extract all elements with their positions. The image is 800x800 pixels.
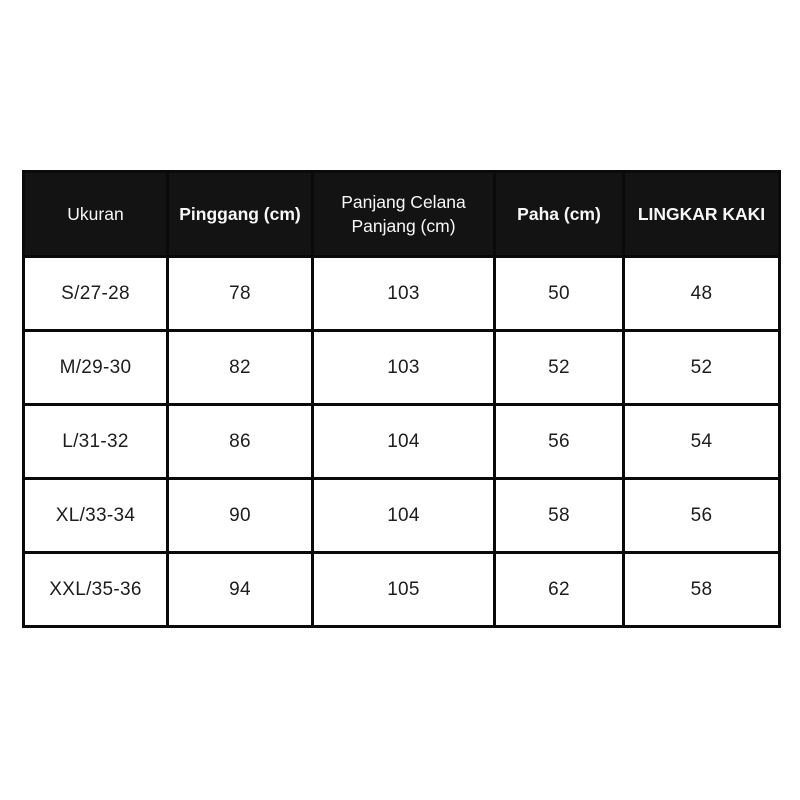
table-row: XXL/35-36 94 105 62 58 [22,551,781,628]
table-row: S/27-28 78 103 50 48 [22,255,781,332]
table-cell: 104 [311,403,496,480]
table-cell: XXL/35-36 [22,551,169,628]
table-cell: 56 [493,403,625,480]
table-row: M/29-30 82 103 52 52 [22,329,781,406]
table-cell: XL/33-34 [22,477,169,554]
table-cell: 56 [622,477,781,554]
table-cell: 62 [493,551,625,628]
table-row: L/31-32 86 104 56 54 [22,403,781,480]
table-cell: 103 [311,329,496,406]
table-cell: 50 [493,255,625,332]
table-cell: L/31-32 [22,403,169,480]
table-cell: 104 [311,477,496,554]
size-chart: Ukuran Pinggang (cm) Panjang Celana Panj… [22,170,781,628]
table-cell: 103 [311,255,496,332]
table-cell: 52 [493,329,625,406]
table-cell: 86 [166,403,314,480]
table-cell: 82 [166,329,314,406]
table-cell: 58 [493,477,625,554]
table-cell: 58 [622,551,781,628]
table-cell: 90 [166,477,314,554]
table-cell: 78 [166,255,314,332]
header-cell-ukuran: Ukuran [22,170,169,258]
table-cell: M/29-30 [22,329,169,406]
header-cell-panjang-celana: Panjang Celana Panjang (cm) [311,170,496,258]
table-row: XL/33-34 90 104 58 56 [22,477,781,554]
header-cell-paha: Paha (cm) [493,170,625,258]
table-cell: 94 [166,551,314,628]
table-cell: 52 [622,329,781,406]
table-cell: S/27-28 [22,255,169,332]
header-row: Ukuran Pinggang (cm) Panjang Celana Panj… [22,170,781,258]
header-cell-lingkar-kaki: LINGKAR KAKI [622,170,781,258]
table-cell: 105 [311,551,496,628]
header-cell-pinggang: Pinggang (cm) [166,170,314,258]
size-table-body: S/27-28 78 103 50 48 M/29-30 82 103 52 52 L/31-32 8… [22,255,781,628]
table-cell: 48 [622,255,781,332]
size-chart-table: Ukuran Pinggang (cm) Panjang Celana Panj… [22,170,781,628]
table-header: Ukuran Pinggang (cm) Panjang Celana Panj… [22,170,781,258]
table-cell: 54 [622,403,781,480]
